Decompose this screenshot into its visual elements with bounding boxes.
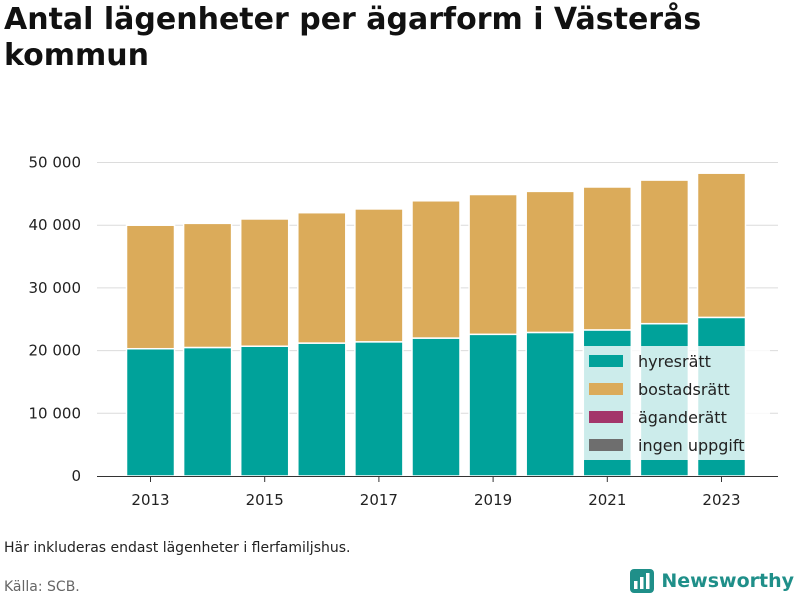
y-tick-label: 10 000 [29, 404, 82, 422]
legend-swatch [589, 355, 623, 367]
bar-segment [525, 331, 575, 477]
bar-segment [239, 345, 290, 477]
y-tick-label: 0 [71, 467, 81, 485]
bar-segment [125, 224, 176, 350]
bar-segment [297, 211, 347, 344]
legend-swatch [589, 439, 623, 451]
y-tick-label: 40 000 [29, 216, 82, 234]
bar-segment [468, 333, 518, 477]
bar-segment [182, 346, 233, 477]
bar-segment [125, 347, 176, 477]
legend-label: äganderätt [638, 408, 727, 427]
chart-note: Här inkluderas endast lägenheter i flerf… [4, 540, 351, 556]
bar-segment [525, 190, 575, 334]
brand-name: Newsworthy [661, 570, 794, 592]
x-tick-label: 2019 [474, 491, 512, 509]
bar-segment [239, 218, 290, 347]
x-tick-label: 2015 [246, 491, 284, 509]
legend-swatch [589, 411, 623, 423]
x-tick-label: 2017 [360, 491, 398, 509]
legend-label: bostadsrätt [638, 380, 730, 399]
x-tick-label: 2023 [702, 491, 740, 509]
source-credit: Källa: SCB. [4, 579, 80, 595]
bar-chart-logo-icon [630, 569, 655, 593]
bar-segment [639, 179, 690, 325]
legend-label: ingen uppgift [638, 436, 745, 455]
bar-segment [582, 186, 633, 331]
axes: 0 10 000 20 000 30 000 40 000 50 000 2013 2015 2… [29, 154, 778, 509]
y-tick-label: 30 000 [29, 279, 82, 297]
y-tick-label: 20 000 [29, 342, 82, 360]
x-tick-label: 2013 [131, 491, 169, 509]
bar-segment [297, 342, 347, 477]
chart-title: Antal lägenheter per ägarform i Västerås… [4, 2, 702, 73]
legend: hyresrätt bostadsrätt äganderätt ingen uppg… [584, 346, 770, 460]
legend-swatch [589, 383, 623, 395]
bar-segment [411, 337, 461, 477]
x-tick-label: 2021 [588, 491, 626, 509]
y-tick-label: 50 000 [29, 154, 82, 172]
bar-segment [468, 193, 518, 336]
bar-segment [182, 222, 233, 349]
bar-segment [696, 172, 747, 319]
legend-label: hyresrätt [638, 352, 711, 371]
bar-segment [411, 200, 461, 339]
newsworthy-logo: Newsworthy [629, 568, 794, 594]
bar-segment [354, 341, 404, 477]
bars [125, 172, 747, 477]
bar-segment [354, 208, 404, 343]
